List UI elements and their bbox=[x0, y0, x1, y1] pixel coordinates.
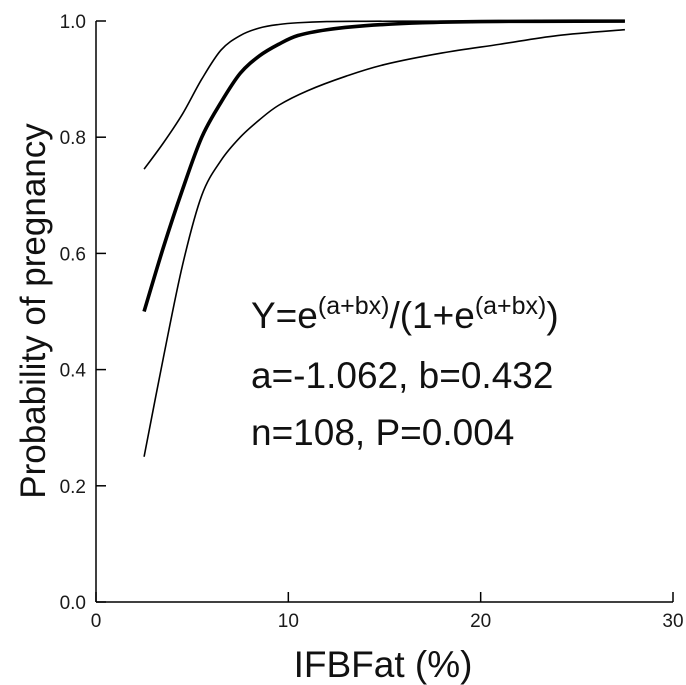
x-tick-label: 20 bbox=[470, 611, 491, 632]
formula-exponent-2: (a+bx) bbox=[475, 292, 547, 320]
params-annotation: a=-1.062, b=0.432 bbox=[251, 355, 553, 396]
formula-exponent-1: (a+bx) bbox=[318, 292, 390, 320]
formula-annotation: Y=e(a+bx)/(1+e(a+bx)) a=-1.062, b=0.432 … bbox=[251, 292, 559, 453]
y-tick-label: 0.2 bbox=[60, 477, 86, 498]
formula-end: ) bbox=[546, 295, 558, 336]
formula-middle: /(1+e bbox=[389, 295, 474, 336]
lower-confidence-curve bbox=[143, 28, 625, 457]
x-tick-label: 0 bbox=[91, 611, 102, 632]
series-layer bbox=[142, 19, 625, 457]
y-tick-label: 0.6 bbox=[60, 244, 86, 265]
formula-base: Y=e bbox=[251, 295, 318, 336]
x-tick-label: 10 bbox=[278, 611, 299, 632]
y-tick-label: 0.4 bbox=[60, 361, 87, 382]
axes-layer: 0.0 0.2 0.4 0.6 0.8 1.0 0 10 20 30 bbox=[60, 12, 684, 632]
upper-confidence-curve bbox=[143, 20, 625, 170]
y-tick-label: 1.0 bbox=[60, 12, 86, 33]
y-axis-title: Probability of pregnancy bbox=[14, 123, 53, 499]
y-tick-label: 0.0 bbox=[60, 593, 86, 614]
formula-text: Y=e(a+bx)/(1+e(a+bx)) bbox=[251, 292, 559, 336]
x-axis-title: IFBFat (%) bbox=[294, 644, 473, 685]
x-tick-label: 30 bbox=[662, 611, 683, 632]
stats-annotation: n=108, P=0.004 bbox=[251, 412, 514, 453]
y-tick-label: 0.8 bbox=[60, 128, 86, 149]
